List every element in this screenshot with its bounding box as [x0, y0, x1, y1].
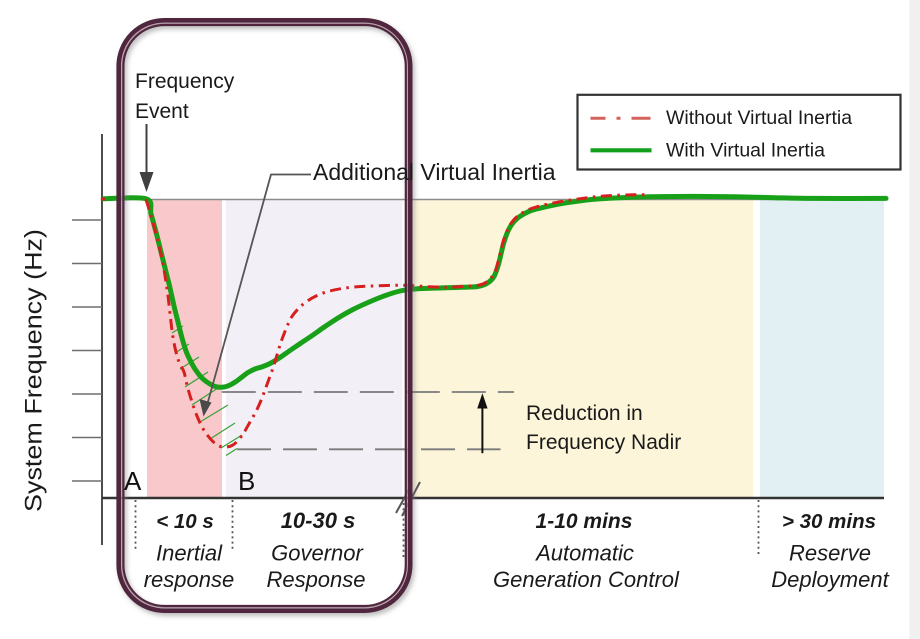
svg-text:Reduction in: Reduction in: [526, 402, 643, 425]
svg-text:Automatic: Automatic: [534, 541, 634, 566]
svg-text:Reserve: Reserve: [789, 541, 871, 566]
svg-text:response: response: [144, 567, 235, 592]
svg-text:Response: Response: [266, 567, 365, 592]
svg-text:System Frequency (Hz): System Frequency (Hz): [21, 229, 48, 512]
svg-text:Without Virtual Inertia: Without Virtual Inertia: [666, 107, 852, 129]
svg-text:Frequency Nadir: Frequency Nadir: [526, 431, 681, 454]
svg-text:> 30 mins: > 30 mins: [782, 510, 876, 533]
svg-text:Additional Virtual Inertia: Additional Virtual Inertia: [313, 159, 556, 185]
svg-text:Deployment: Deployment: [771, 567, 889, 592]
svg-text:Event: Event: [135, 100, 189, 123]
svg-text:Governor: Governor: [271, 541, 364, 566]
svg-text:1-10 mins: 1-10 mins: [536, 510, 633, 533]
svg-text:10-30 s: 10-30 s: [281, 508, 356, 533]
svg-text:With Virtual Inertia: With Virtual Inertia: [666, 140, 825, 162]
svg-text:Frequency: Frequency: [135, 70, 235, 93]
svg-text:B: B: [238, 466, 255, 496]
svg-text:Inertial: Inertial: [156, 541, 223, 566]
svg-text:Generation Control: Generation Control: [493, 567, 680, 592]
svg-text:A: A: [124, 466, 142, 496]
svg-text:< 10 s: < 10 s: [156, 510, 214, 533]
